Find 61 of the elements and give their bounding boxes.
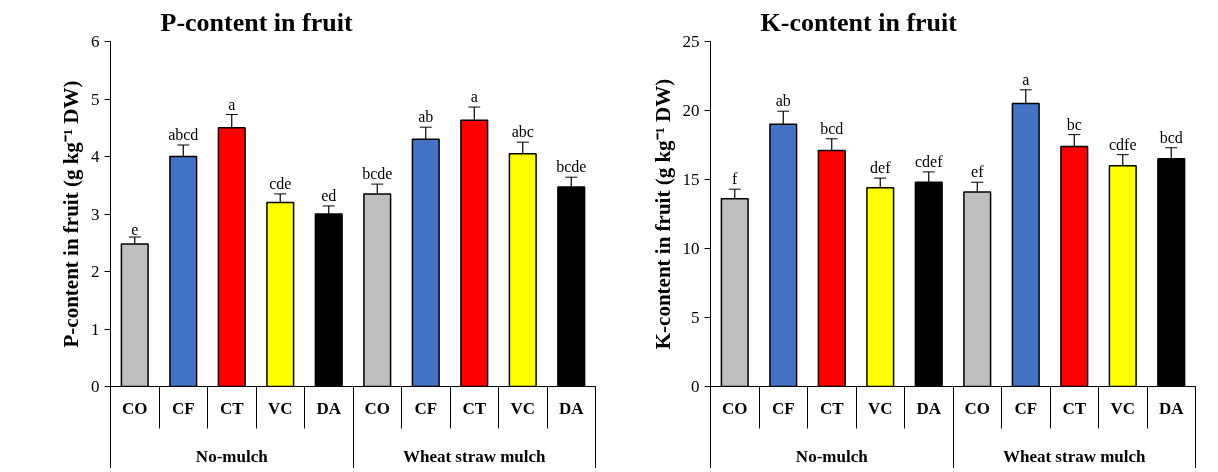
data-label: bcde	[362, 165, 393, 183]
x-tick-label: CT	[819, 398, 845, 418]
chart-title: P-content in fruit	[160, 7, 353, 37]
x-tick-label: CF	[1014, 398, 1038, 418]
data-label: a	[228, 95, 236, 113]
y-tick-label: 5	[91, 89, 100, 109]
x-tick-label: VC	[867, 398, 893, 418]
chart-title: K-content in fruit	[760, 7, 958, 37]
data-label: bcd	[1159, 128, 1183, 146]
y-tick-label: 10	[682, 239, 700, 258]
data-label: ab	[775, 92, 791, 110]
x-tick-label: VC	[267, 398, 293, 418]
x-tick-label: CO	[364, 398, 390, 418]
y-tick-label: 15	[682, 170, 700, 189]
x-tick-label: CF	[771, 398, 795, 418]
y-tick-label: 5	[691, 308, 700, 327]
data-label: a	[1022, 70, 1030, 88]
x-tick-label: CO	[964, 398, 990, 418]
text: Wheat straw mulch	[402, 446, 547, 466]
data-label: cdef	[914, 152, 944, 170]
y-tick-label: 1	[91, 319, 100, 339]
y-tick-label: 4	[91, 147, 100, 166]
text: Wheat straw mulch	[1002, 446, 1147, 466]
text: No-mulch	[795, 446, 869, 466]
x-tick-label: VC	[1110, 398, 1136, 418]
data-label: cdfe	[1108, 135, 1137, 153]
y-tick-label: 0	[91, 377, 100, 396]
data-label: cde	[269, 174, 292, 192]
x-tick-label: CF	[171, 398, 195, 418]
text: No-mulch	[195, 446, 269, 466]
x-tick-label: VC	[510, 398, 536, 418]
y-tick-label: 2	[91, 262, 100, 281]
x-tick-label: DA	[316, 398, 342, 418]
y-axis-title: K-content in fruit (g kg⁻¹ DW)	[650, 78, 675, 350]
y-tick-label: 6	[91, 32, 100, 51]
x-tick-label: CT	[219, 398, 245, 418]
data-label: bcd	[820, 119, 844, 137]
data-label: ef	[971, 163, 985, 181]
x-tick-label: CF	[414, 398, 438, 418]
y-axis-title: P-content in fruit (g kg⁻¹ DW)	[59, 80, 83, 348]
data-label: bcde	[556, 158, 587, 176]
y-tick-label: 25	[682, 32, 700, 51]
y-tick-label: 3	[91, 204, 100, 224]
data-label: f	[732, 170, 739, 188]
data-label: def	[870, 159, 892, 177]
x-tick-label: CT	[462, 398, 487, 418]
data-label: abc	[511, 123, 534, 141]
x-tick-label: CO	[122, 398, 148, 418]
x-tick-label: CT	[1062, 398, 1087, 418]
data-label: ed	[321, 186, 337, 204]
x-tick-label: CO	[722, 398, 748, 418]
x-tick-label: DA	[558, 398, 585, 418]
x-tick-label: DA	[916, 398, 942, 418]
data-label: abcd	[168, 126, 199, 143]
data-label: bc	[1066, 115, 1082, 133]
data-label: a	[470, 88, 478, 106]
x-tick-label: DA	[1158, 398, 1185, 418]
data-label: e	[131, 221, 139, 238]
y-tick-label: 0	[691, 377, 700, 396]
y-tick-label: 20	[682, 101, 700, 120]
data-label: ab	[418, 108, 434, 126]
